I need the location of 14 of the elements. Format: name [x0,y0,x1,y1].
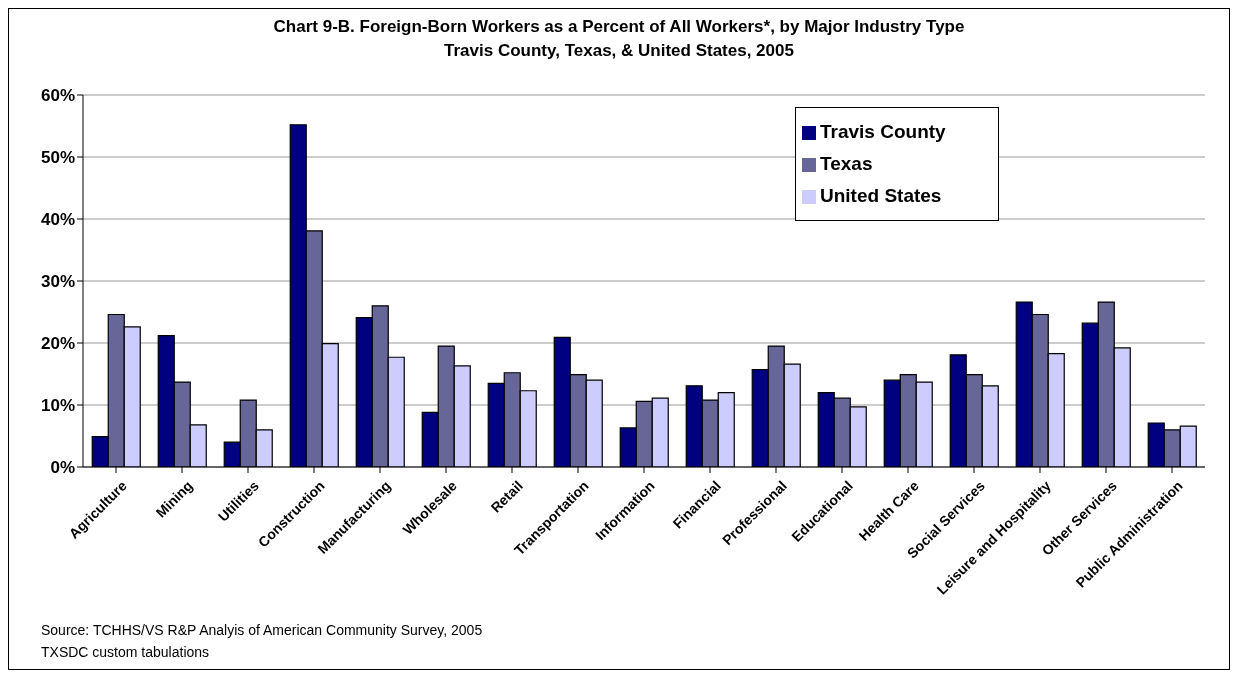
chart-title: Chart 9-B. Foreign-Born Workers as a Percent of All Workers*, by Major Industry Type [272,16,966,38]
y-tick-label: 0% [50,458,75,478]
text: TXSDC custom tabulations [41,643,211,662]
legend-label: Travis County [820,121,946,142]
y-tick-label: 10% [40,396,75,416]
y-tick-label: 30% [40,272,75,292]
legend-label: Texas [820,153,873,174]
y-tick-label: 60% [40,86,75,106]
y-tick-label: 20% [40,334,75,354]
source-note: Source: TCHHS/VS R&P Analyis of American Community Survey, 2005 [41,621,483,640]
chart-subtitle: Travis County, Texas, & United States, 2005 [443,40,795,62]
legend-label: United States [820,185,942,206]
y-tick-label: 40% [40,210,75,230]
y-tick-label: 50% [40,148,75,168]
